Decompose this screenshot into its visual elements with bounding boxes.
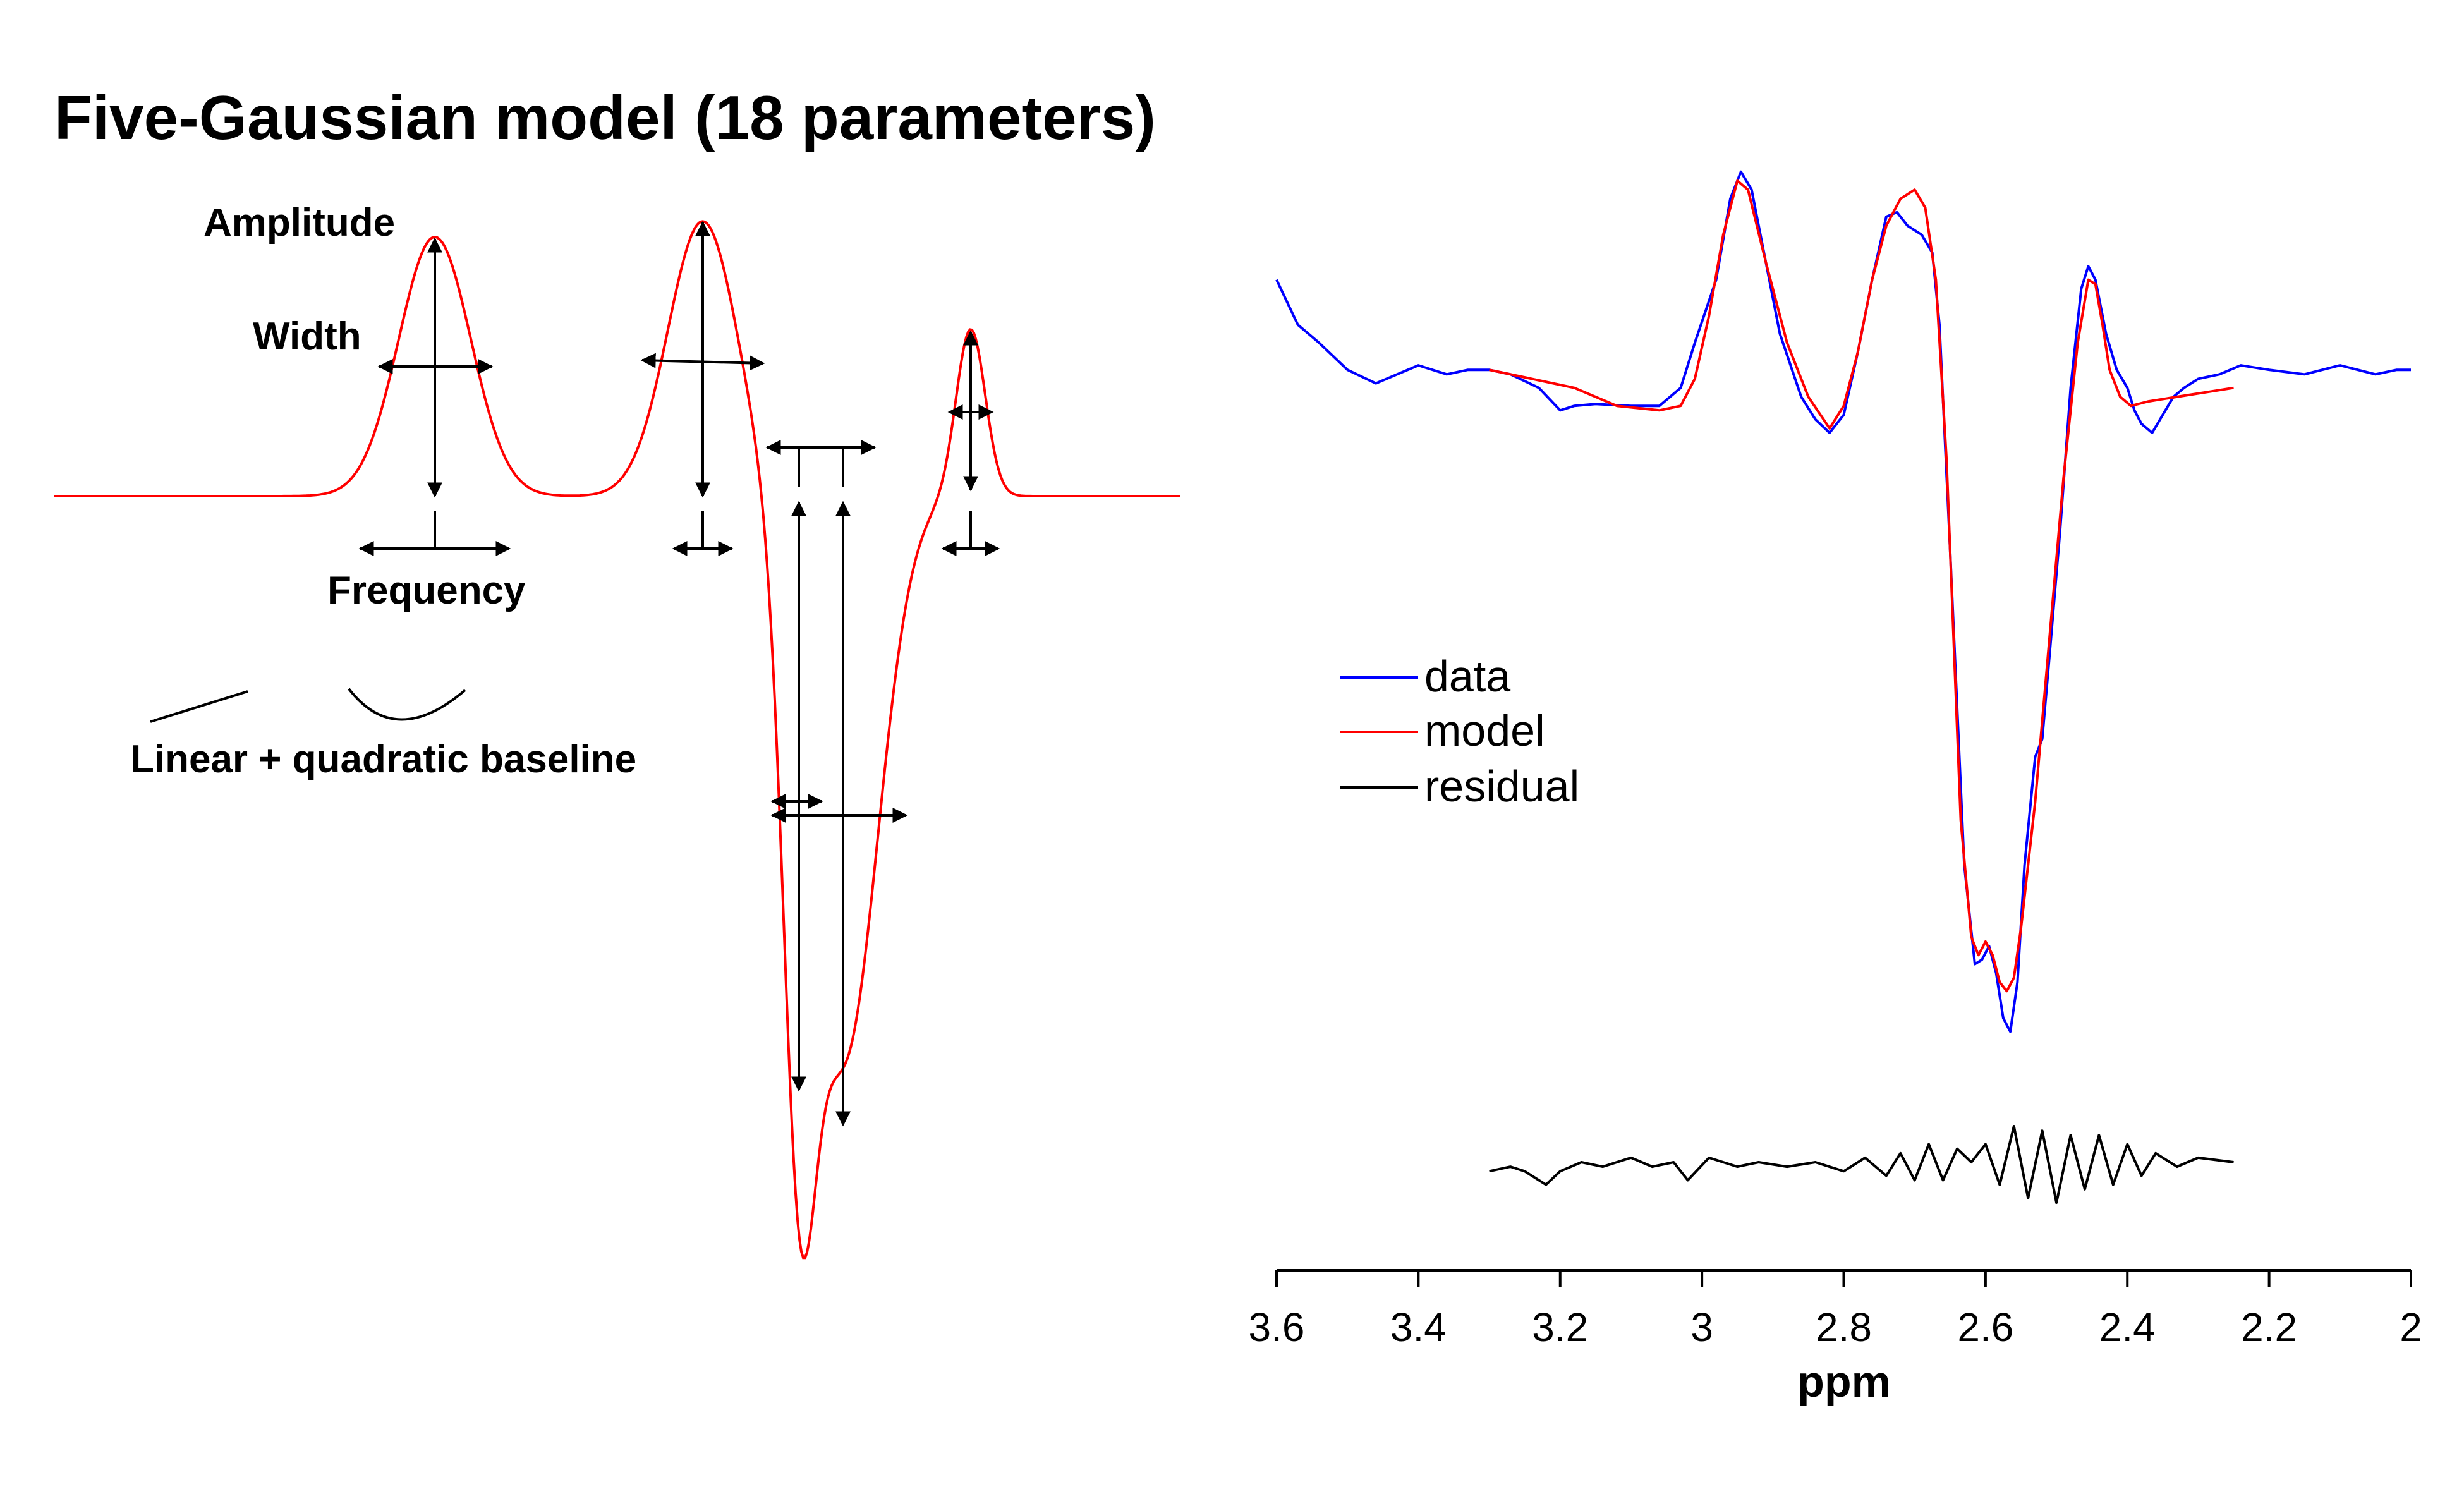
x-ticks: 3.6 3.4 3.2 3 2.8 2.6 2.4 2.2 2 — [1249, 1270, 2422, 1350]
x-tick-label: 2.8 — [1816, 1304, 1872, 1350]
legend: data model residual — [1340, 652, 1579, 811]
series-layer — [1275, 170, 2411, 1205]
x-tick-label: 3.6 — [1249, 1304, 1305, 1350]
x-tick-label: 2.4 — [2099, 1304, 2156, 1350]
series-model-line — [1489, 179, 2234, 993]
figure-title: Five-Gaussian model (18 parameters) — [54, 83, 1156, 152]
legend-label-model: model — [1424, 706, 1545, 755]
frequency-label: Frequency — [327, 569, 526, 612]
amplitude-label: Amplitude — [203, 201, 395, 245]
model-diagram: Amplitude Width Frequency Linear + quadr… — [54, 201, 1180, 1260]
quadratic-baseline-glyph — [348, 688, 466, 721]
legend-label-data: data — [1424, 652, 1510, 701]
gaussian-model-curve — [54, 220, 1180, 1260]
series-data-line — [1275, 170, 2411, 1033]
fit-chart: 3.6 3.4 3.2 3 2.8 2.6 2.4 2.2 2 ppm data model r… — [1249, 170, 2422, 1406]
parameter-arrows — [150, 221, 1000, 1127]
x-tick-label: 3.4 — [1390, 1304, 1447, 1350]
width-label: Width — [253, 315, 361, 358]
x-tick-label: 2.2 — [2241, 1304, 2297, 1350]
baseline-label: Linear + quadratic baseline — [130, 738, 636, 781]
x-axis-label: ppm — [1797, 1357, 1891, 1406]
x-tick-label: 3.2 — [1532, 1304, 1588, 1350]
x-tick-label: 2.6 — [1957, 1304, 2013, 1350]
width-arrow-peak-2 — [640, 353, 765, 371]
x-tick-label: 2 — [2400, 1304, 2422, 1350]
linear-baseline-glyph — [150, 690, 248, 723]
series-residual-line — [1489, 1125, 2234, 1205]
legend-label-residual: residual — [1424, 762, 1579, 811]
x-tick-label: 3 — [1690, 1304, 1713, 1350]
